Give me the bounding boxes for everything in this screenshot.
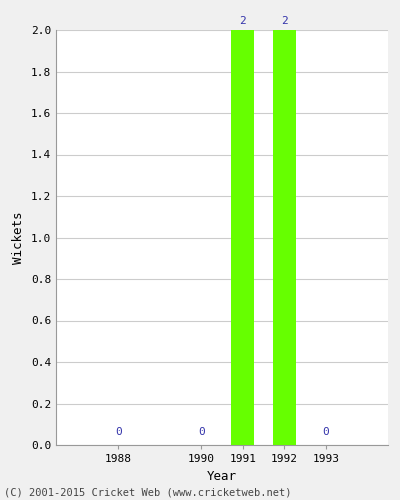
Text: 0: 0 <box>322 426 329 436</box>
Bar <box>273 30 296 445</box>
Bar <box>231 30 254 445</box>
X-axis label: Year: Year <box>207 470 237 482</box>
Y-axis label: Wickets: Wickets <box>12 211 25 264</box>
Text: 0: 0 <box>198 426 205 436</box>
Text: 2: 2 <box>239 16 246 26</box>
Text: 2: 2 <box>281 16 288 26</box>
Text: (C) 2001-2015 Cricket Web (www.cricketweb.net): (C) 2001-2015 Cricket Web (www.cricketwe… <box>4 488 292 498</box>
Text: 0: 0 <box>115 426 122 436</box>
